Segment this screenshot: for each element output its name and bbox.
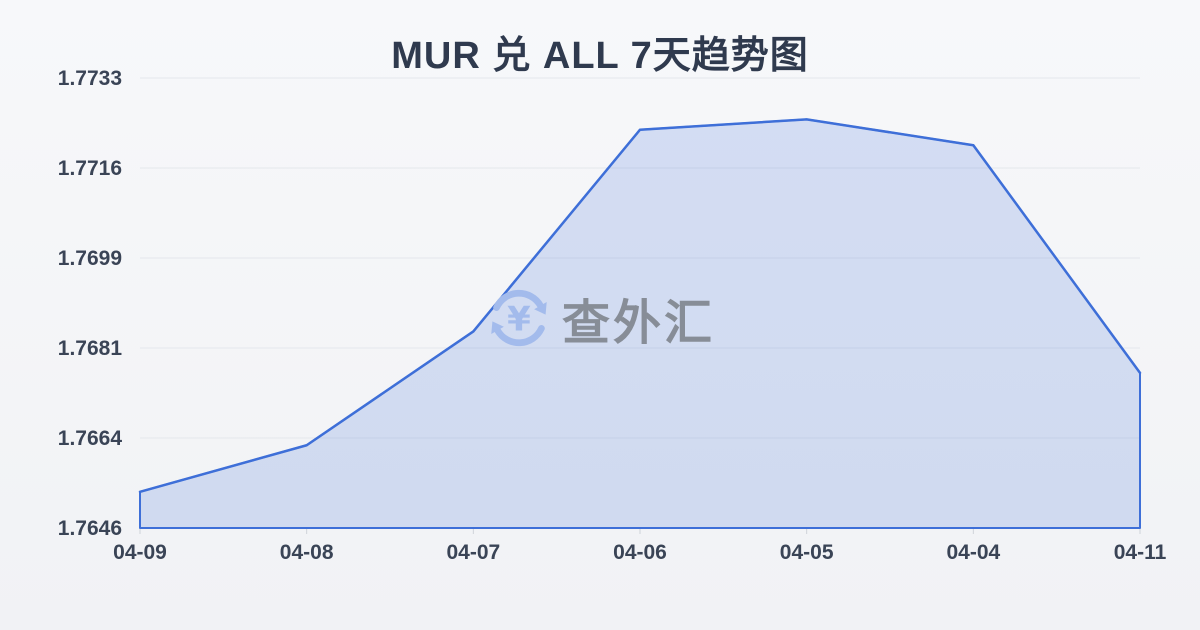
x-axis-label: 04-06 (613, 541, 667, 564)
x-axis-label: 04-07 (446, 541, 500, 564)
y-axis-label: 1.7699 (58, 247, 122, 270)
y-axis-label: 1.7733 (58, 67, 122, 90)
x-axis-label: 04-05 (780, 541, 834, 564)
line-series (138, 118, 1142, 494)
y-axis-label: 1.7716 (58, 157, 122, 180)
chart-title: MUR 兑 ALL 7天趋势图 (391, 35, 809, 77)
y-axis-label: 1.7646 (58, 517, 122, 540)
y-axis-labels: 1.7646 1.7664 1.7681 1.7699 1.7716 1.7733 (58, 67, 123, 540)
area-series (139, 118, 1141, 529)
x-axis-label: 04-08 (280, 541, 334, 564)
x-axis-label: 04-04 (946, 541, 1000, 564)
x-axis-labels: 04-09 04-08 04-07 04-06 04-05 04-04 04-11 (113, 541, 1166, 564)
x-axis-label: 04-09 (113, 541, 167, 564)
y-axis-label: 1.7681 (58, 337, 123, 360)
y-axis-label: 1.7664 (58, 427, 123, 450)
x-axis-label: 04-11 (1114, 541, 1167, 564)
